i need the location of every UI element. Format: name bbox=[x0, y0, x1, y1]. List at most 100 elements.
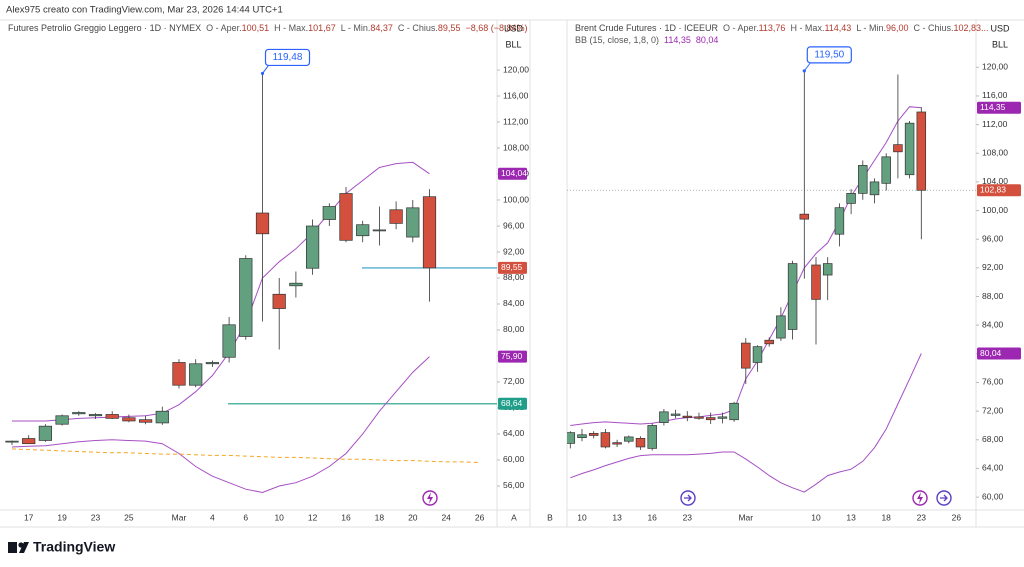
candle-body bbox=[834, 207, 845, 235]
axis-button[interactable]: A bbox=[511, 512, 517, 522]
indicator-label: BB (15, close, 1,8, 0) bbox=[575, 35, 659, 45]
x-tick-label: 4 bbox=[210, 512, 215, 522]
x-tick-label: 6 bbox=[243, 512, 248, 522]
quote-label: H - Max. bbox=[790, 23, 824, 33]
y-tick-label: 84,00 bbox=[982, 319, 1004, 329]
candle-body bbox=[322, 206, 336, 220]
quote-value: 102,83... bbox=[954, 23, 989, 33]
candle-body bbox=[752, 346, 763, 363]
x-tick-label: 26 bbox=[952, 512, 962, 522]
candle-body bbox=[88, 414, 103, 417]
y-tick-label: 88,00 bbox=[982, 291, 1004, 301]
x-tick-label: 10 bbox=[577, 512, 587, 522]
candle-body bbox=[372, 229, 387, 232]
y-tick-label: 56,00 bbox=[503, 480, 525, 490]
event-icon[interactable] bbox=[680, 490, 696, 506]
currency-label: USD bbox=[990, 23, 1010, 33]
candle-body bbox=[55, 415, 69, 425]
candle-body bbox=[881, 156, 891, 184]
y-tick-label: 96,00 bbox=[982, 233, 1004, 243]
x-tick-label: 16 bbox=[647, 512, 657, 522]
axis-button[interactable]: B bbox=[547, 512, 553, 522]
x-tick-label: 19 bbox=[57, 512, 67, 522]
price-tag bbox=[977, 101, 1021, 114]
candle-body bbox=[138, 419, 153, 423]
candle-body bbox=[670, 413, 681, 416]
callout-box bbox=[806, 46, 852, 64]
x-tick-label: 13 bbox=[846, 512, 856, 522]
x-tick-label: 23 bbox=[91, 512, 101, 522]
candle-body bbox=[600, 432, 611, 448]
quote-value: 114,43 bbox=[824, 23, 851, 33]
y-tick-label: 84,00 bbox=[503, 298, 525, 308]
candle-body bbox=[289, 282, 303, 287]
candle-body bbox=[799, 213, 810, 220]
callout-box bbox=[264, 48, 311, 67]
legend-line: Futures Petrolio Greggio Leggero · 1D · … bbox=[8, 23, 528, 33]
price-tag-label: 114,35 bbox=[980, 102, 1006, 112]
candle-body bbox=[846, 193, 856, 204]
y-tick-label: 88,00 bbox=[503, 272, 525, 282]
quote-label: L - Min. bbox=[341, 23, 371, 33]
candle-body bbox=[764, 339, 774, 345]
candle-body bbox=[787, 263, 798, 330]
candle-body bbox=[635, 438, 646, 448]
quote-value: 101,67 bbox=[308, 23, 336, 33]
y-tick-label: 92,00 bbox=[503, 246, 525, 256]
logo-text: TradingView bbox=[33, 539, 115, 555]
quote-change: −8,68 (−8,84%) bbox=[465, 23, 527, 33]
candle-body bbox=[904, 122, 915, 176]
indicator-line bbox=[11, 448, 480, 464]
event-icon[interactable] bbox=[912, 490, 928, 506]
attribution: Alex975 creato con TradingView.com, Mar … bbox=[6, 5, 283, 16]
price-tag-label: 80,04 bbox=[980, 348, 1002, 358]
candle-body bbox=[222, 324, 236, 358]
event-icon[interactable] bbox=[936, 490, 952, 506]
candle-body bbox=[172, 362, 186, 386]
candle-body bbox=[105, 414, 119, 419]
indicator-line: BB (15, close, 1,8, 0) 114,35 80,04 bbox=[575, 35, 718, 45]
quote-label: L - Min. bbox=[856, 23, 886, 33]
y-tick-label: 80,00 bbox=[503, 324, 525, 334]
indicator-line bbox=[570, 353, 922, 493]
candle-body bbox=[717, 416, 728, 419]
quote-label: C - Chius. bbox=[398, 23, 438, 33]
price-tag-label: 102,83 bbox=[980, 185, 1006, 195]
price-tag bbox=[498, 397, 527, 410]
candle-body bbox=[811, 264, 821, 300]
unit-label: BLL bbox=[992, 39, 1008, 49]
candle-body bbox=[694, 416, 704, 419]
quote-value: 96,00 bbox=[886, 23, 909, 33]
callout-pointer bbox=[262, 65, 269, 74]
event-icon[interactable] bbox=[422, 490, 438, 506]
candle-body bbox=[339, 193, 353, 241]
price-tag bbox=[977, 184, 1021, 197]
indicator-line bbox=[12, 161, 430, 422]
y-tick-label: 100,00 bbox=[503, 194, 529, 204]
currency-label: USD bbox=[504, 23, 524, 33]
x-tick-label: Mar bbox=[738, 512, 753, 522]
y-tick-label: 68,00 bbox=[982, 434, 1004, 444]
candle-body bbox=[612, 442, 622, 445]
candle-body bbox=[682, 415, 693, 418]
candle-body bbox=[869, 181, 880, 196]
y-tick-label: 64,00 bbox=[503, 428, 525, 438]
candle-body bbox=[72, 412, 86, 415]
candle-body bbox=[588, 432, 599, 436]
y-tick-label: 120,00 bbox=[982, 62, 1008, 72]
x-tick-label: 16 bbox=[341, 512, 351, 522]
x-tick-label: 24 bbox=[441, 512, 451, 522]
callout-pointer bbox=[803, 62, 811, 72]
candle-body bbox=[22, 438, 36, 445]
y-tick-label: 60,00 bbox=[982, 491, 1004, 501]
indicator-value: 80,04 bbox=[696, 35, 719, 45]
x-tick-label: 10 bbox=[274, 512, 284, 522]
candle-body bbox=[624, 436, 634, 442]
candle-body bbox=[422, 196, 437, 269]
candle-body bbox=[356, 224, 370, 237]
y-tick-label: 100,00 bbox=[982, 205, 1008, 215]
candle-body bbox=[272, 293, 286, 309]
